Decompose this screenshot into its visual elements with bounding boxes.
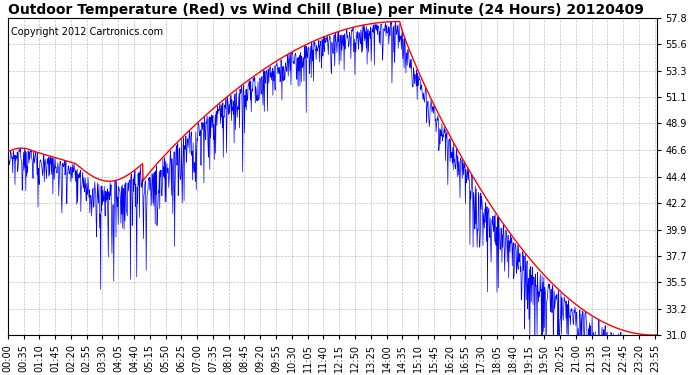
Text: Outdoor Temperature (Red) vs Wind Chill (Blue) per Minute (24 Hours) 20120409: Outdoor Temperature (Red) vs Wind Chill … xyxy=(8,3,644,17)
Text: Copyright 2012 Cartronics.com: Copyright 2012 Cartronics.com xyxy=(11,27,163,38)
